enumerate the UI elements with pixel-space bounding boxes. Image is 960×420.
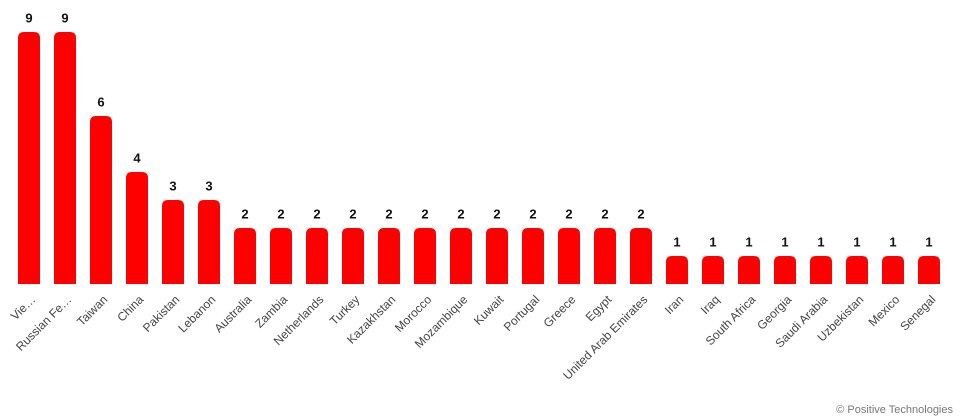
value-label: 2 bbox=[565, 206, 572, 221]
value-label: 2 bbox=[349, 206, 356, 221]
bar bbox=[198, 200, 220, 284]
x-tick-label: Australia bbox=[211, 292, 254, 335]
bar bbox=[414, 228, 436, 284]
value-label: 2 bbox=[385, 206, 392, 221]
bar bbox=[882, 256, 904, 284]
bar bbox=[738, 256, 760, 284]
bar bbox=[810, 256, 832, 284]
bar bbox=[594, 228, 616, 284]
x-tick-label: Iran bbox=[662, 292, 687, 317]
x-tick-label: Pakistan bbox=[140, 292, 182, 334]
value-label: 3 bbox=[205, 178, 212, 193]
value-label: 2 bbox=[529, 206, 536, 221]
x-tick-label: Iraq bbox=[698, 292, 723, 317]
bar bbox=[378, 228, 400, 284]
value-label: 2 bbox=[313, 206, 320, 221]
value-label: 1 bbox=[781, 234, 788, 249]
x-tick-label: Greece bbox=[541, 292, 579, 330]
value-label: 1 bbox=[889, 234, 896, 249]
bar bbox=[306, 228, 328, 284]
x-tick-label: China bbox=[114, 292, 146, 324]
bar bbox=[450, 228, 472, 284]
value-label: 3 bbox=[169, 178, 176, 193]
value-label: 1 bbox=[925, 234, 932, 249]
bar bbox=[126, 172, 148, 284]
credit: © Positive Technologies bbox=[836, 404, 953, 416]
bar bbox=[342, 228, 364, 284]
value-label: 2 bbox=[457, 206, 464, 221]
bar bbox=[486, 228, 508, 284]
bar bbox=[918, 256, 940, 284]
value-label: 9 bbox=[61, 10, 68, 25]
value-label: 4 bbox=[133, 150, 141, 165]
bar bbox=[558, 228, 580, 284]
value-label: 2 bbox=[277, 206, 284, 221]
bar bbox=[54, 32, 76, 284]
bar bbox=[234, 228, 256, 284]
value-label: 2 bbox=[241, 206, 248, 221]
bar bbox=[522, 228, 544, 284]
bar bbox=[630, 228, 652, 284]
bar bbox=[18, 32, 40, 284]
bar bbox=[846, 256, 868, 284]
value-label: 6 bbox=[97, 94, 104, 109]
value-label: 2 bbox=[493, 206, 500, 221]
value-label: 9 bbox=[25, 10, 32, 25]
bar bbox=[162, 200, 184, 284]
x-tick-label: Portugal bbox=[501, 292, 543, 334]
bar bbox=[270, 228, 292, 284]
value-label: 1 bbox=[745, 234, 752, 249]
value-label: 1 bbox=[673, 234, 680, 249]
x-tick-label: Lebanon bbox=[175, 292, 218, 335]
x-tick-label: Vie… bbox=[8, 292, 39, 323]
value-label: 2 bbox=[601, 206, 608, 221]
bar bbox=[666, 256, 688, 284]
value-label: 1 bbox=[709, 234, 716, 249]
value-label: 1 bbox=[853, 234, 860, 249]
bar bbox=[774, 256, 796, 284]
bar bbox=[702, 256, 724, 284]
value-label: 2 bbox=[421, 206, 428, 221]
value-label: 1 bbox=[817, 234, 824, 249]
x-tick-label: Egypt bbox=[583, 292, 615, 324]
x-tick-label: Senegal bbox=[897, 292, 938, 333]
x-tick-label: Taiwan bbox=[74, 292, 110, 328]
bar bbox=[90, 116, 112, 284]
value-label: 2 bbox=[637, 206, 644, 221]
